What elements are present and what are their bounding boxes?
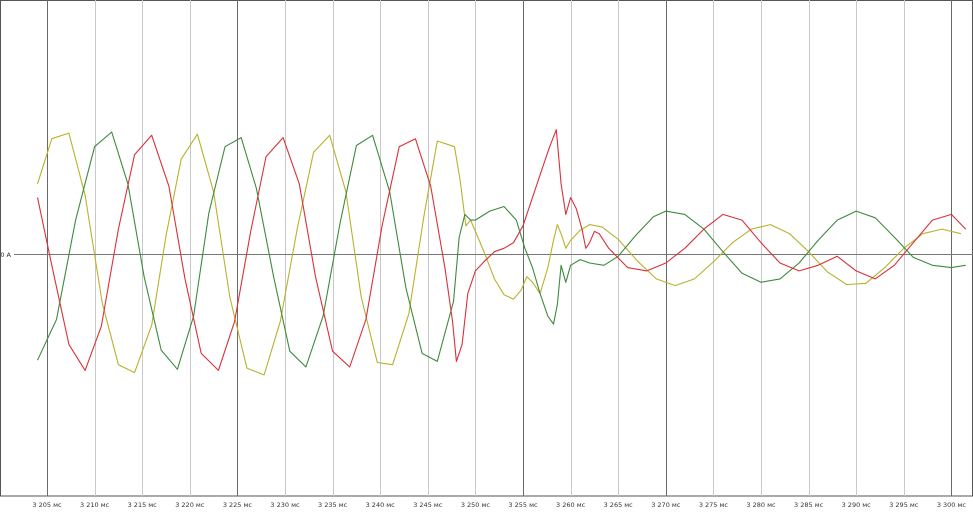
x-tick-label-1: 3 210 мс bbox=[80, 501, 110, 509]
x-tick-label-2: 3 215 мс bbox=[128, 501, 158, 509]
plot-frame bbox=[0, 0, 973, 497]
x-tick-label-3: 3 220 мс bbox=[175, 501, 205, 509]
x-tick-label-14: 3 275 мс bbox=[699, 501, 729, 509]
x-tick-label-0: 3 205 мс bbox=[32, 501, 62, 509]
x-tick-label-13: 3 270 мс bbox=[651, 501, 681, 509]
x-tick-label-18: 3 295 мс bbox=[889, 501, 919, 509]
x-tick-label-5: 3 230 мс bbox=[270, 501, 300, 509]
x-tick-label-8: 3 245 мс bbox=[413, 501, 443, 509]
y-zero-label: 0 A bbox=[0, 251, 11, 259]
x-tick-label-19: 3 300 мс bbox=[937, 501, 967, 509]
x-tick-label-6: 3 235 мс bbox=[318, 501, 348, 509]
x-tick-label-4: 3 225 мс bbox=[223, 501, 253, 509]
x-tick-label-7: 3 240 мс bbox=[366, 501, 396, 509]
series-line-1 bbox=[37, 131, 966, 370]
x-tick-label-12: 3 265 мс bbox=[604, 501, 634, 509]
x-tick-label-11: 3 260 мс bbox=[556, 501, 586, 509]
x-tick-label-17: 3 290 мс bbox=[842, 501, 872, 509]
x-tick-label-16: 3 285 мс bbox=[794, 501, 824, 509]
series-line-2 bbox=[36, 129, 967, 371]
x-tick-label-9: 3 250 мс bbox=[461, 501, 491, 509]
x-tick-label-15: 3 280 мс bbox=[746, 501, 776, 509]
x-tick-label-10: 3 255 мс bbox=[508, 501, 538, 509]
